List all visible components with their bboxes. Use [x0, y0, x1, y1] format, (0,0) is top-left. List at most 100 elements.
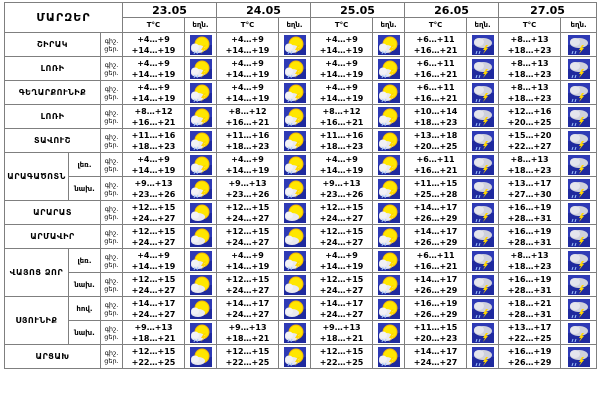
day-temp: +26…+29	[413, 237, 458, 247]
day-temp: +24…+27	[131, 237, 176, 247]
cloud-rain-thunder-icon	[471, 130, 494, 151]
temperature-cell: +15…+20 +22…+27	[498, 128, 562, 153]
forecast-table-wrapper: ՄԱՐԶԵՐ 23.05 24.05 25.05 26.05 27.05 T°C…	[4, 2, 598, 369]
temperature-cell: +16…+19 +28…+31	[498, 200, 562, 225]
night-temp: +4…+9	[137, 34, 170, 44]
night-label: գիշ.	[104, 252, 119, 261]
weather-cell	[183, 248, 218, 273]
day-temp: +14…+19	[225, 93, 270, 103]
night-temp: +12…+15	[225, 274, 270, 284]
temperature-cell: +8…+13 +18…+23	[498, 80, 562, 105]
weather-cell	[278, 152, 312, 177]
day-temp: +18…+23	[507, 165, 552, 175]
sun-cloud-rain-thunder-icon	[189, 58, 212, 79]
sun-cloud-rain-thunder-icon	[283, 58, 306, 79]
temperature-cell: +9…+13 +23…+26	[122, 176, 185, 201]
night-label: գիշ.	[104, 228, 119, 237]
temperature-cell: +12…+15 +24…+27	[216, 200, 280, 225]
weather-header: եղն.	[560, 17, 598, 33]
day-temp: +23…+26	[131, 189, 176, 199]
temperature-cell: +4…+9 +14…+19	[122, 152, 185, 177]
temperature-cell: +6…+11 +16…+21	[404, 152, 468, 177]
cloud-rain-thunder-icon	[567, 154, 590, 175]
weather-cell	[278, 272, 312, 297]
weather-cell	[278, 32, 312, 57]
temperature-cell: +16…+19 +28…+31	[498, 224, 562, 249]
day-temp: +14…+19	[225, 45, 270, 55]
day-temp: +14…+19	[131, 93, 176, 103]
night-label: գիշ.	[104, 276, 119, 285]
day-temp: +22…+27	[507, 141, 552, 151]
day-temp: +28…+31	[507, 237, 552, 247]
cloud-rain-thunder-icon	[567, 178, 590, 199]
cloud-rain-thunder-icon	[567, 274, 590, 295]
day-temp: +28…+31	[507, 285, 552, 295]
day-temp: +22…+25	[507, 333, 552, 343]
temperature-cell: +12…+15 +24…+27	[310, 272, 374, 297]
day-temp: +16…+21	[413, 45, 458, 55]
day-temp: +16…+21	[319, 117, 364, 127]
night-temp: +14…+17	[413, 202, 458, 212]
region-name: ԱՐՄԱՎԻՐ	[4, 224, 101, 249]
temperature-cell: +10…+14 +18…+23	[404, 104, 468, 129]
day-temp: +20…+23	[413, 333, 458, 343]
sun-cloud-rain-thunder-icon	[377, 178, 400, 199]
weather-cell	[372, 176, 406, 201]
night-label: գիշ.	[104, 108, 119, 117]
day-temp: +18…+23	[225, 141, 270, 151]
night-day-labels: գիշ. ցեր.	[100, 56, 123, 81]
night-temp: +9…+13	[322, 178, 361, 188]
day-temp: +22…+25	[319, 357, 364, 367]
cloud-rain-thunder-icon	[567, 130, 590, 151]
subregion-label: լեռ.	[68, 152, 101, 177]
night-temp: +14…+17	[225, 298, 270, 308]
sun-cloud-rain-thunder-icon	[377, 298, 400, 319]
night-temp: +6…+11	[416, 250, 455, 260]
weather-cell	[466, 32, 500, 57]
temperature-cell: +6…+11 +16…+21	[404, 248, 468, 273]
weather-cell	[183, 320, 218, 345]
day-label: ցեր.	[104, 188, 119, 197]
temperature-cell: +16…+19 +26…+29	[404, 296, 468, 321]
temperature-cell: +9…+13 +23…+26	[310, 176, 374, 201]
sun-cloud-icon	[283, 274, 306, 295]
temperature-cell: +13…+17 +27…+30	[498, 176, 562, 201]
weather-cell	[466, 200, 500, 225]
night-temp: +16…+19	[507, 202, 552, 212]
night-temp: +4…+9	[325, 58, 358, 68]
night-temp: +11…+16	[131, 130, 176, 140]
forecast-body: ՇԻՐԱԿ գիշ. ցեր. +4…+9 +14…+19 +4…+9 +14…+19 +4……	[4, 32, 598, 369]
cloud-rain-thunder-icon	[567, 106, 590, 127]
night-temp: +12…+15	[131, 346, 176, 356]
day-label: ցեր.	[104, 68, 119, 77]
night-day-labels: գիշ. ցեր.	[100, 104, 123, 129]
weather-cell	[560, 344, 598, 369]
night-temp: +11…+15	[413, 322, 458, 332]
temperature-cell: +8…+12 +16…+21	[310, 104, 374, 129]
night-temp: +6…+11	[416, 58, 455, 68]
day-temp: +20…+25	[413, 141, 458, 151]
temperature-cell: +11…+16 +18…+23	[310, 128, 374, 153]
region-row: ՎԱՅՈՑ ՁՈՐ լեռ. գիշ. ցեր. +4…+9 +14…+19 +4…+9 +1…	[4, 248, 598, 297]
temperature-cell: +11…+16 +18…+23	[122, 128, 185, 153]
temperature-cell: +14…+17 +26…+29	[404, 272, 468, 297]
day-label: ցեր.	[104, 308, 119, 317]
night-temp: +14…+17	[131, 298, 176, 308]
temperature-cell: +8…+13 +18…+23	[498, 32, 562, 57]
night-temp: +8…+13	[510, 82, 549, 92]
temperature-cell: +8…+13 +18…+23	[498, 152, 562, 177]
temperature-cell: +4…+9 +14…+19	[310, 80, 374, 105]
temperature-cell: +4…+9 +14…+19	[122, 56, 185, 81]
temperature-cell: +12…+16 +20…+25	[498, 104, 562, 129]
night-temp: +12…+15	[131, 202, 176, 212]
day-temp: +18…+21	[319, 333, 364, 343]
cloud-rain-thunder-icon	[471, 58, 494, 79]
weather-cell	[466, 152, 500, 177]
day-temp: +14…+19	[319, 165, 364, 175]
temperature-cell: +14…+17 +24…+27	[310, 296, 374, 321]
night-temp: +13…+17	[507, 178, 552, 188]
night-day-labels: գիշ. ցեր.	[100, 224, 123, 249]
day-temp: +24…+27	[131, 213, 176, 223]
weather-cell	[183, 32, 218, 57]
day-temp: +24…+27	[225, 309, 270, 319]
